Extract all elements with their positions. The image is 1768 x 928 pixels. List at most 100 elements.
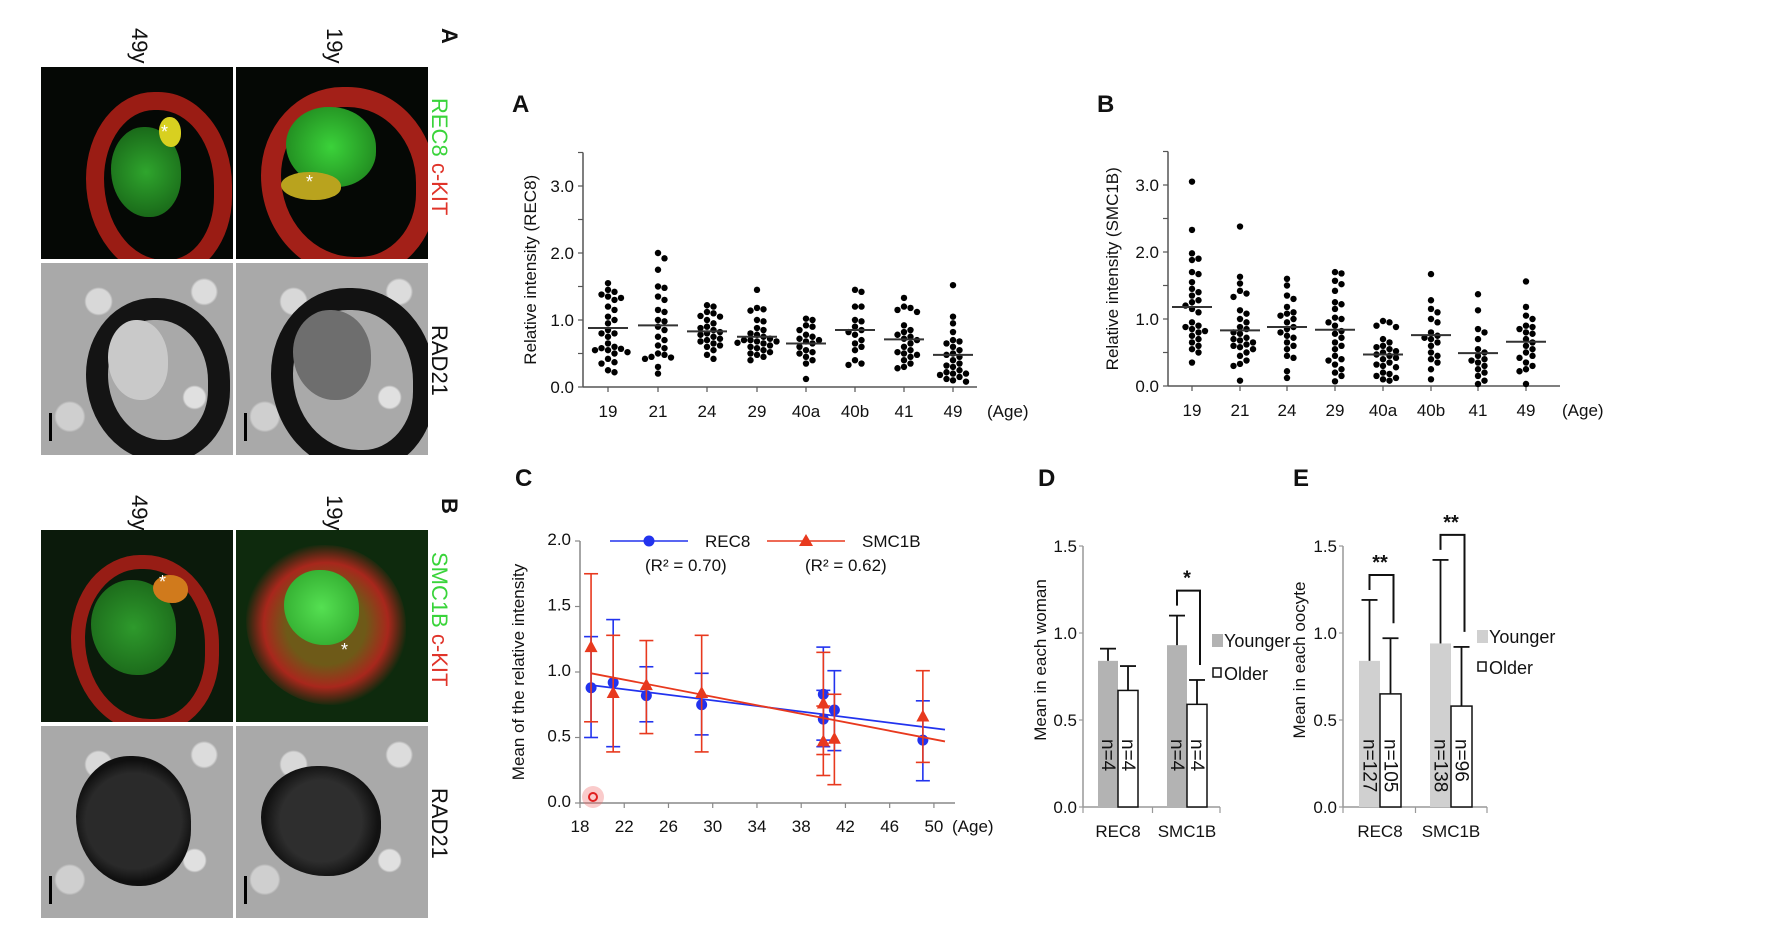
data-point — [1331, 361, 1339, 368]
data-point — [1386, 339, 1393, 346]
data-point — [1283, 374, 1291, 382]
legend-item-older: Older — [1477, 658, 1533, 678]
data-point — [851, 331, 859, 338]
x-tick-label: 40a — [1369, 401, 1398, 420]
y-tick-label: 1.5 — [1053, 537, 1077, 556]
data-point — [1516, 368, 1523, 375]
data-point — [753, 338, 761, 345]
scatter-panel-b: B 0.0 1.0 2.0 3.0 Relative intensity (SMC1B) 1… — [1097, 91, 1604, 420]
data-point — [611, 343, 618, 350]
data-point — [1236, 307, 1244, 314]
data-point — [1427, 329, 1435, 336]
line-panel-c: C 0.0 0.5 1.0 1.5 2.0 18 22 26 30 34 38 42 46 50 (Age) M… — [509, 465, 994, 836]
data-point — [809, 348, 816, 356]
data-point — [815, 336, 823, 344]
data-point — [1481, 329, 1488, 336]
data-point — [1283, 332, 1291, 339]
data-point — [747, 350, 754, 357]
data-point — [900, 328, 908, 336]
panel-label: C — [515, 465, 532, 492]
data-point — [1529, 323, 1536, 331]
bracket-line — [1439, 533, 1466, 632]
data-point — [1188, 285, 1196, 293]
data-point — [1331, 322, 1339, 329]
data-point — [1195, 342, 1202, 349]
data-point — [1236, 287, 1244, 295]
data-point — [1379, 356, 1387, 363]
data-point — [1243, 310, 1250, 317]
legend-label: Younger — [1489, 627, 1555, 647]
data-point — [1474, 335, 1482, 343]
bar-younger-smc1b: n=4 — [1166, 614, 1187, 807]
data-point — [949, 363, 957, 371]
data-point — [1283, 352, 1291, 360]
micrograph-smc1b-ckit-19y: * — [236, 530, 428, 722]
data-point — [858, 336, 865, 344]
data-point — [809, 316, 816, 324]
data-point — [1379, 362, 1387, 370]
data-point — [1188, 299, 1196, 306]
legend-item-younger: Younger — [1477, 627, 1555, 647]
data-point — [1468, 357, 1475, 364]
legend-swatch — [1212, 667, 1222, 678]
data-point — [907, 360, 914, 367]
x-tick-label: 41 — [1469, 401, 1488, 420]
x-tick-label: 21 — [1231, 401, 1250, 420]
data-point — [1331, 369, 1339, 376]
x-tick-label: 40a — [792, 402, 821, 421]
significance-bracket: ** — [1368, 552, 1395, 624]
x-tick-label: REC8 — [1357, 822, 1402, 841]
data-point — [598, 291, 605, 298]
scale-bar — [49, 876, 52, 904]
data-point — [1474, 352, 1482, 360]
data-point — [1434, 352, 1441, 360]
data-point — [809, 333, 816, 340]
x-tick-label: SMC1B — [1422, 822, 1481, 841]
data-point — [1529, 345, 1536, 353]
series-rec8 — [584, 618, 946, 782]
x-tick-label: 41 — [895, 402, 914, 421]
data-point — [1188, 226, 1196, 234]
n-label: n=127 — [1359, 739, 1380, 792]
data-point — [611, 296, 618, 304]
data-point — [598, 330, 605, 337]
x-tick-label: 22 — [615, 817, 634, 836]
x-tick-label: 29 — [1326, 401, 1345, 420]
data-point — [1434, 319, 1441, 326]
micrograph-smc1b-ckit-49y: * — [41, 530, 233, 722]
bar-younger-rec8: n=127 — [1359, 599, 1380, 807]
data-point — [604, 286, 612, 294]
data-point — [1195, 329, 1202, 336]
data-point — [907, 353, 914, 361]
data-point — [1373, 343, 1380, 351]
data-point — [1386, 345, 1393, 353]
x-tick-label: 42 — [836, 817, 855, 836]
data-point — [894, 331, 901, 338]
y-axis-label: Mean in each oocyte — [1290, 582, 1309, 739]
data-point — [661, 296, 668, 304]
data-point — [907, 333, 914, 340]
panel-label: A — [512, 91, 529, 118]
legend-item-younger: Younger — [1212, 631, 1290, 651]
data-point — [900, 343, 908, 350]
y-axis-label: Relative intensity (REC8) — [521, 175, 540, 365]
data-point — [611, 316, 618, 324]
data-point — [802, 331, 810, 338]
data-point — [858, 288, 865, 296]
data-point — [1481, 356, 1488, 363]
data-point — [604, 333, 612, 340]
data-point — [816, 696, 830, 709]
data-point — [1283, 282, 1291, 289]
data-point — [1516, 325, 1523, 333]
data-point — [894, 365, 901, 372]
y-tick-label: 1.0 — [547, 661, 571, 680]
data-point — [611, 288, 618, 296]
data-point — [747, 343, 754, 350]
data-point — [900, 303, 908, 310]
data-point — [956, 338, 963, 345]
data-point — [949, 313, 957, 320]
data-point — [796, 335, 803, 342]
data-point — [1188, 268, 1196, 276]
